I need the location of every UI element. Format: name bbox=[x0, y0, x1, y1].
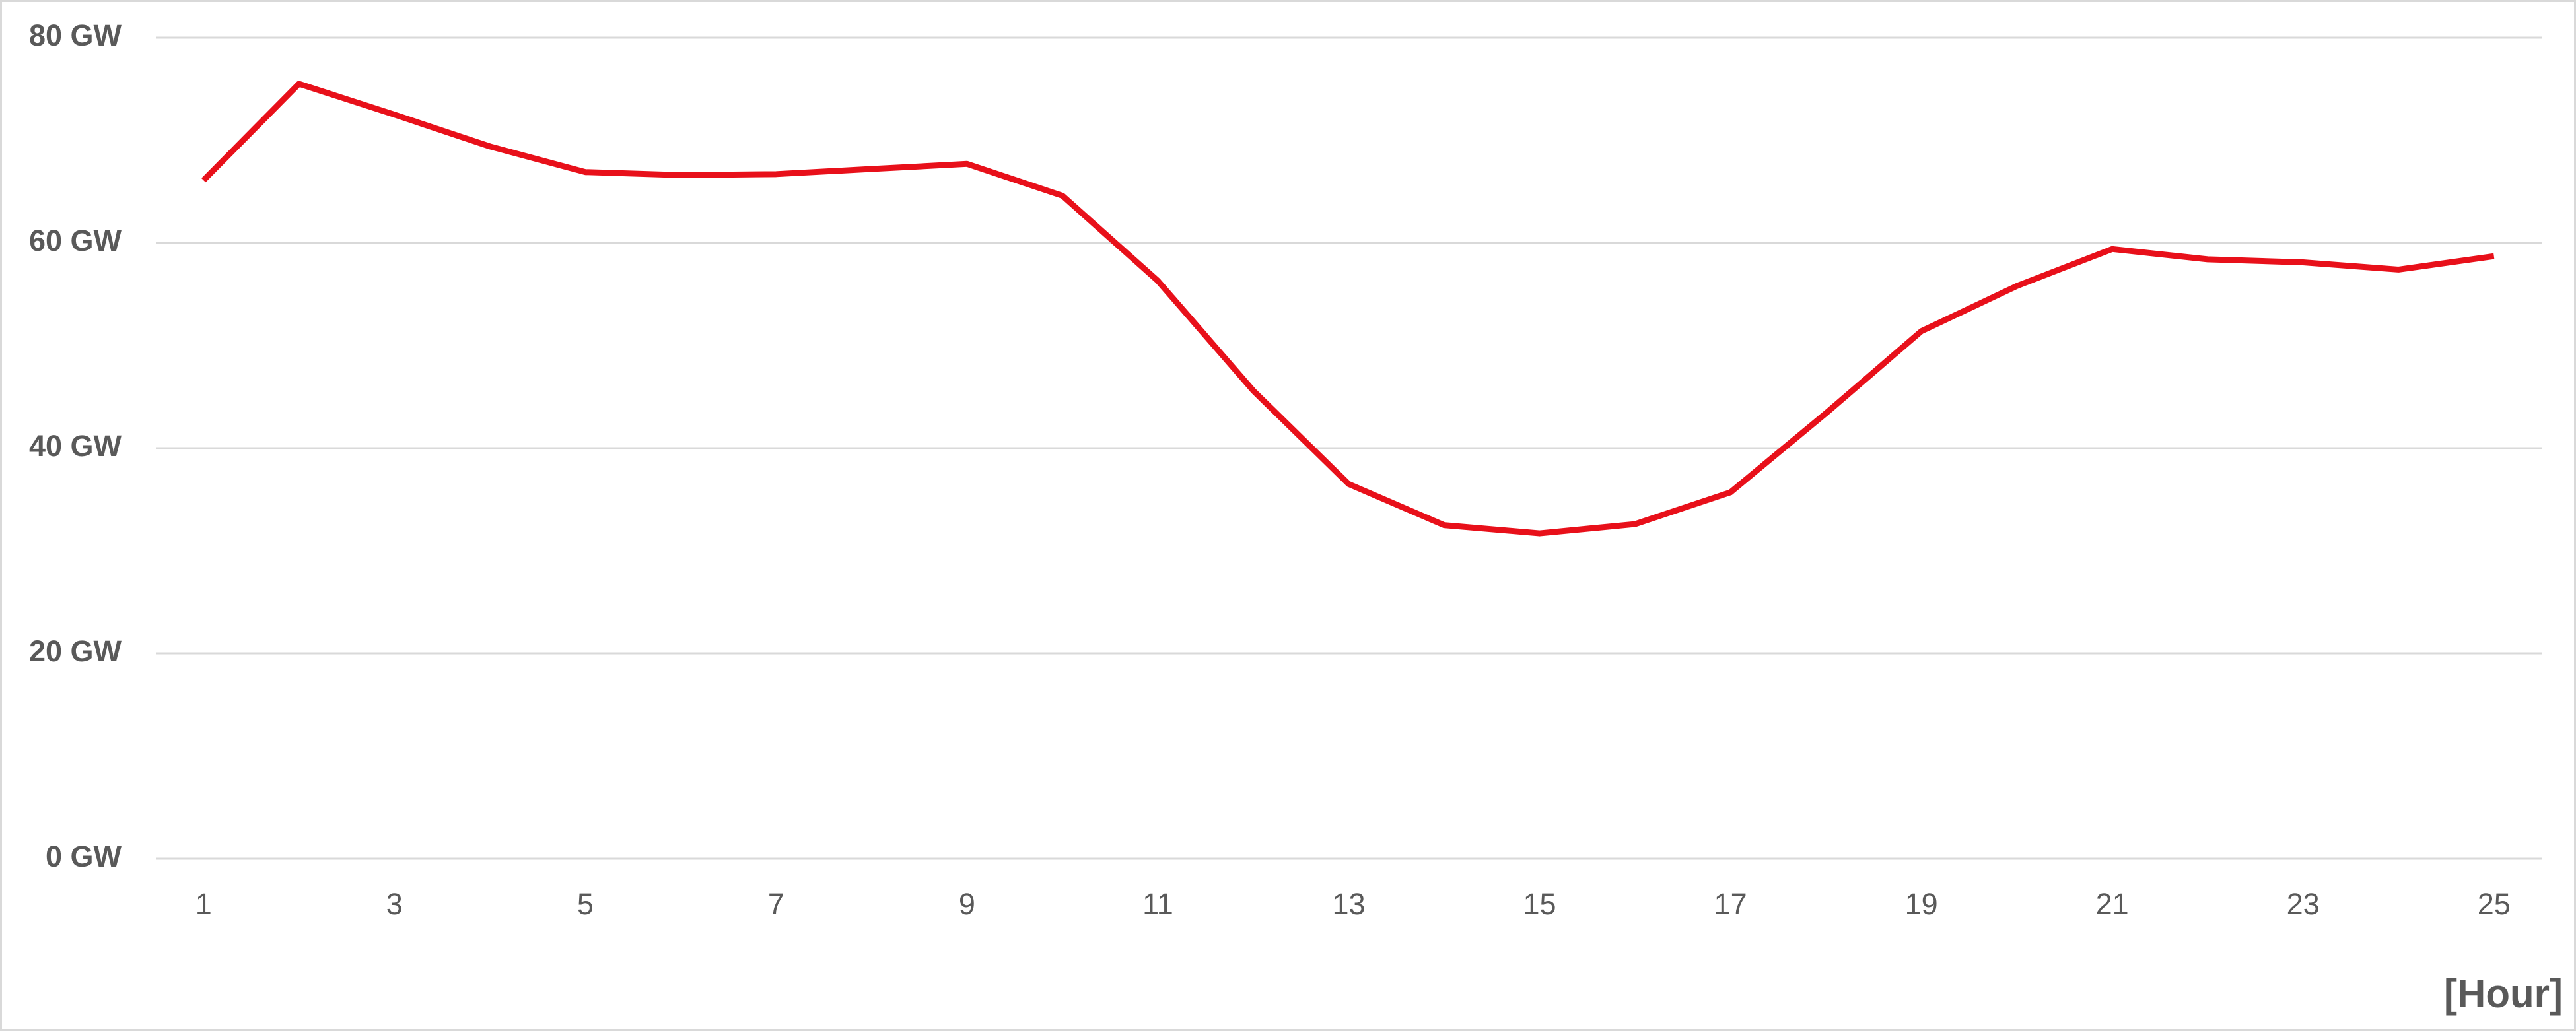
y-tick-label: 60 GW bbox=[29, 224, 122, 257]
x-tick-label: 23 bbox=[2287, 887, 2320, 921]
x-axis-label: [Hour] bbox=[2444, 972, 2563, 1016]
y-tick-label: 80 GW bbox=[29, 18, 122, 52]
y-tick-label: 40 GW bbox=[29, 429, 122, 463]
y-tick-label: 0 GW bbox=[46, 840, 122, 873]
x-tick-label: 19 bbox=[1905, 887, 1938, 921]
x-tick-label: 21 bbox=[2096, 887, 2129, 921]
x-tick-label: 13 bbox=[1332, 887, 1365, 921]
x-tick-label: 25 bbox=[2478, 887, 2511, 921]
x-tick-label: 5 bbox=[577, 887, 594, 921]
x-tick-label: 9 bbox=[959, 887, 975, 921]
x-tick-label: 7 bbox=[768, 887, 784, 921]
x-tick-label: 1 bbox=[195, 887, 212, 921]
y-tick-label: 20 GW bbox=[29, 634, 122, 668]
x-tick-label: 3 bbox=[386, 887, 403, 921]
x-tick-label: 17 bbox=[1714, 887, 1747, 921]
x-tick-label: 15 bbox=[1523, 887, 1556, 921]
data-line bbox=[201, 81, 2495, 537]
x-tick-label: 11 bbox=[1142, 887, 1173, 921]
